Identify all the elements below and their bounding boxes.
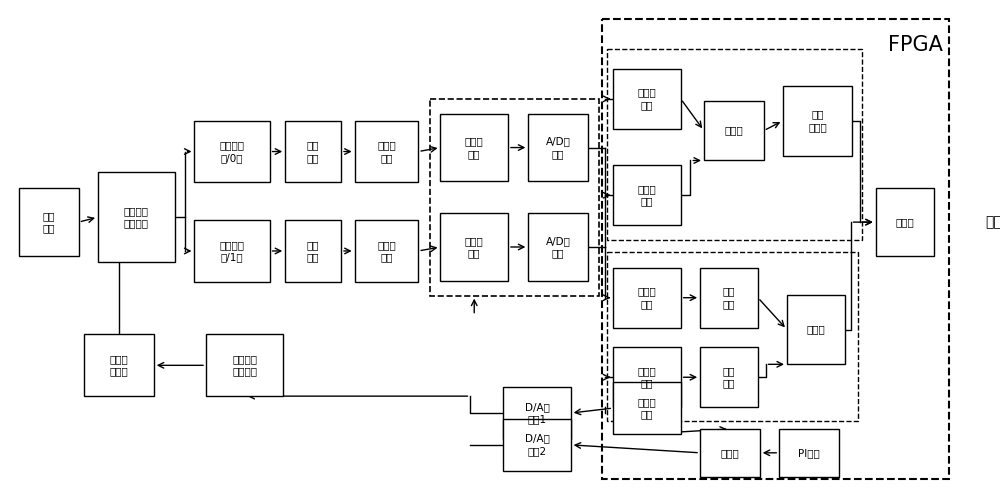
Text: 比例
缩放: 比例 缩放 [723,287,735,309]
Bar [285,121,341,182]
Text: 激光驱动
保护电路: 激光驱动 保护电路 [232,354,257,377]
Bar [503,419,571,471]
Bar [700,268,758,327]
Bar [779,429,839,477]
Bar [704,101,764,161]
Text: 模拟解
调器: 模拟解 调器 [465,236,484,258]
Bar [503,387,571,439]
Bar [430,99,599,296]
Text: 低噪
放大: 低噪 放大 [307,240,319,262]
Bar [206,334,283,396]
Bar [607,49,862,240]
Text: 低噪
放大: 低噪 放大 [307,140,319,163]
Text: 低通滤
波器: 低通滤 波器 [638,287,656,309]
Text: FPGA: FPGA [888,35,943,55]
Bar [613,165,681,225]
Text: 乘法器: 乘法器 [721,448,739,458]
Text: A/D转
换器: A/D转 换器 [546,236,571,258]
Text: 带通滤
波器: 带通滤 波器 [377,240,396,262]
Text: D/A转
换器2: D/A转 换器2 [525,434,549,456]
Text: 信号发
生器: 信号发 生器 [638,397,656,419]
Bar [700,348,758,407]
Text: 数字
解调器: 数字 解调器 [808,109,827,132]
Text: 模拟解
调器: 模拟解 调器 [465,136,484,159]
Text: 减法器: 减法器 [724,126,743,136]
Bar [84,334,154,396]
Bar [607,252,858,421]
Bar [613,348,681,407]
Bar [355,121,418,182]
Text: 高通滤
波器: 高通滤 波器 [638,87,656,110]
Text: 加法器: 加法器 [806,325,825,334]
Bar [876,189,934,256]
Bar [19,189,79,256]
Bar [194,220,270,282]
Bar [440,114,508,181]
Bar [783,86,852,156]
Bar [440,213,508,281]
Text: 光电探测
器/1级: 光电探测 器/1级 [220,240,245,262]
Bar [285,220,341,282]
Bar [700,429,760,477]
Bar [355,220,418,282]
Text: 高通滤
波器: 高通滤 波器 [638,184,656,207]
Text: 除法器: 除法器 [895,217,914,227]
Text: 压电
激励: 压电 激励 [42,211,55,233]
Text: 半导体
激光器: 半导体 激光器 [110,354,128,377]
Bar [528,213,588,281]
Text: A/D转
换器: A/D转 换器 [546,136,571,159]
Text: 低通滤
波器: 低通滤 波器 [638,366,656,388]
Bar [98,172,175,262]
Bar [602,19,949,479]
Bar [528,114,588,181]
Text: PI控制: PI控制 [798,448,820,458]
Bar [613,268,681,327]
Bar [787,295,845,364]
Text: 光力耦合
加速度计: 光力耦合 加速度计 [124,206,149,228]
Bar [613,69,681,129]
Text: D/A转
换器1: D/A转 换器1 [525,402,549,424]
Bar [613,382,681,434]
Text: 光电探测
器/0级: 光电探测 器/0级 [220,140,245,163]
Text: 输出: 输出 [986,215,1000,229]
Bar [194,121,270,182]
Text: 比例
缩放: 比例 缩放 [723,366,735,388]
Text: 带通滤
波器: 带通滤 波器 [377,140,396,163]
